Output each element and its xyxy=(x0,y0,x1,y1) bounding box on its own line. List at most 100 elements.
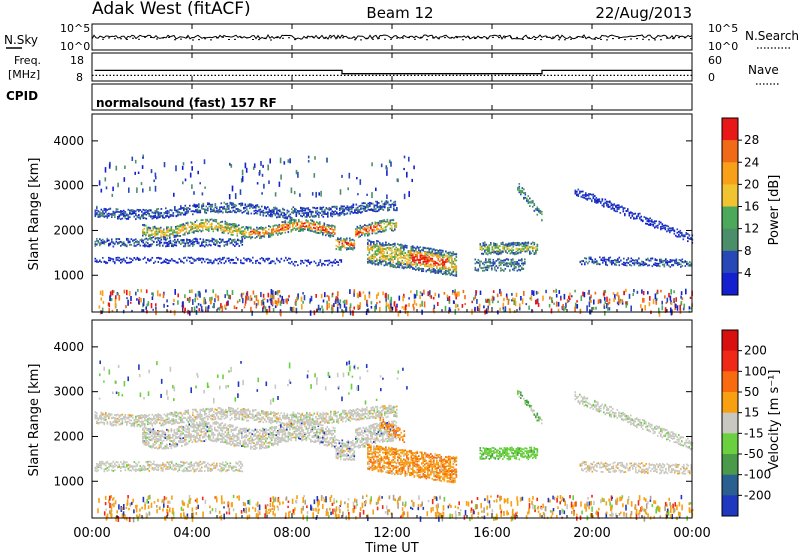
power-echo-main xyxy=(167,234,170,237)
power-echo-16ut xyxy=(484,243,486,246)
power-echo-main xyxy=(394,226,396,229)
power-echo-patch xyxy=(422,246,425,249)
power-echo-streak xyxy=(520,192,522,194)
power-echo-upper xyxy=(240,202,242,205)
power-echo-main xyxy=(341,244,344,247)
power-echo-main xyxy=(307,221,309,224)
power-echo-patch xyxy=(428,255,431,258)
power-echo-patch xyxy=(373,258,375,261)
power-echo-upper xyxy=(97,210,100,213)
power-echo-main xyxy=(328,232,330,235)
power-echo-main xyxy=(331,224,333,227)
power-ground-speckle xyxy=(574,289,576,293)
power-echo-patch xyxy=(446,267,449,270)
power-echo-lower xyxy=(103,242,106,245)
power-echo-patch xyxy=(421,254,423,257)
power-echo-patch xyxy=(433,269,435,272)
power-echo-main xyxy=(307,227,309,230)
power-echo-evening xyxy=(643,216,646,218)
power-echo-low xyxy=(340,259,343,261)
power-echo-16ut-low xyxy=(512,258,514,260)
power-ground-speckle xyxy=(506,296,508,301)
power-echo-patch xyxy=(440,252,443,254)
power-echo-upper xyxy=(315,215,317,218)
power-echo-patch xyxy=(401,250,404,253)
power-echo-evening xyxy=(610,202,613,205)
power-echo-low xyxy=(97,261,100,263)
power-echo-main xyxy=(326,232,329,235)
power-echo-patch xyxy=(409,250,411,253)
power-echo-evening-low xyxy=(614,263,616,265)
power-echo-patch xyxy=(443,268,446,270)
power-echo-evening-low xyxy=(677,262,679,265)
power-echo-lower xyxy=(172,245,175,248)
power-echo-lower xyxy=(217,244,220,247)
power-echo-16ut xyxy=(530,242,533,245)
power-ground-speckle xyxy=(597,299,600,305)
power-echo-lower xyxy=(238,239,241,242)
power-echo-16ut xyxy=(526,246,528,249)
power-echo-upper xyxy=(207,207,209,210)
power-echo-16ut-low xyxy=(518,263,520,266)
power-echo-upper xyxy=(316,212,319,215)
power-echo-main xyxy=(362,231,365,234)
power-echo-upper xyxy=(265,208,268,211)
power-echo-upper xyxy=(135,214,137,216)
power-echo-low xyxy=(334,262,337,264)
power-echo-lower xyxy=(132,240,134,242)
power-echo-patch xyxy=(371,246,374,248)
power-echo-evening xyxy=(610,208,613,210)
power-echo-low xyxy=(94,260,97,263)
power-echo-low xyxy=(103,261,106,263)
power-echo-upper xyxy=(256,210,259,213)
power-echo-main xyxy=(242,232,245,234)
power-echo-low xyxy=(115,259,118,261)
power-echo-main xyxy=(152,227,155,229)
power-echo-patch xyxy=(401,246,404,249)
power-echo-upper xyxy=(249,203,251,206)
power-echo-main xyxy=(196,224,198,227)
power-echo-upper xyxy=(226,208,229,211)
power-echo-upper xyxy=(240,204,242,206)
power-echo-16ut xyxy=(488,245,491,248)
power-echo-upper xyxy=(160,208,163,210)
power-echo-main xyxy=(256,226,258,229)
power-echo-main xyxy=(329,232,332,235)
power-echo-main xyxy=(379,222,381,224)
power-echo-main xyxy=(176,225,179,227)
power-echo-patch xyxy=(428,252,431,255)
power-echo-upper xyxy=(138,209,140,211)
power-echo-main xyxy=(263,228,266,231)
power-echo-low xyxy=(96,259,98,262)
power-echo-patch xyxy=(382,254,384,257)
power-echo-patch xyxy=(425,258,428,261)
power-echo-patch xyxy=(407,253,410,256)
power-echo-main xyxy=(202,225,204,227)
power-echo-upper xyxy=(190,210,193,213)
power-echo-upper xyxy=(324,210,326,213)
power-echo-upper xyxy=(304,212,307,214)
power-echo-low xyxy=(223,256,226,259)
power-echo-upper xyxy=(174,207,176,210)
power-echo-low xyxy=(165,258,167,261)
power-echo-patch xyxy=(437,255,440,258)
power-echo-upper xyxy=(135,218,137,221)
power-echo-patch xyxy=(373,242,375,245)
power-echo-upper xyxy=(114,214,116,216)
power-echo-16ut xyxy=(505,250,507,253)
power-echo-16ut xyxy=(532,245,534,248)
power-ground-speckle xyxy=(475,290,478,294)
power-echo-16ut-low xyxy=(521,262,523,265)
power-echo-16ut xyxy=(494,251,497,254)
power-echo-main xyxy=(337,238,339,240)
power-echo-main xyxy=(344,239,347,242)
power-echo-low xyxy=(244,258,247,261)
power-echo-main xyxy=(151,232,153,235)
power-echo-patch xyxy=(410,263,413,266)
power-echo-upper xyxy=(270,215,272,218)
power-echo-evening xyxy=(609,201,611,204)
power-echo-16ut xyxy=(484,246,486,248)
power-echo-main xyxy=(337,245,339,248)
power-ground-speckle xyxy=(254,295,256,298)
power-echo-main xyxy=(217,229,219,231)
